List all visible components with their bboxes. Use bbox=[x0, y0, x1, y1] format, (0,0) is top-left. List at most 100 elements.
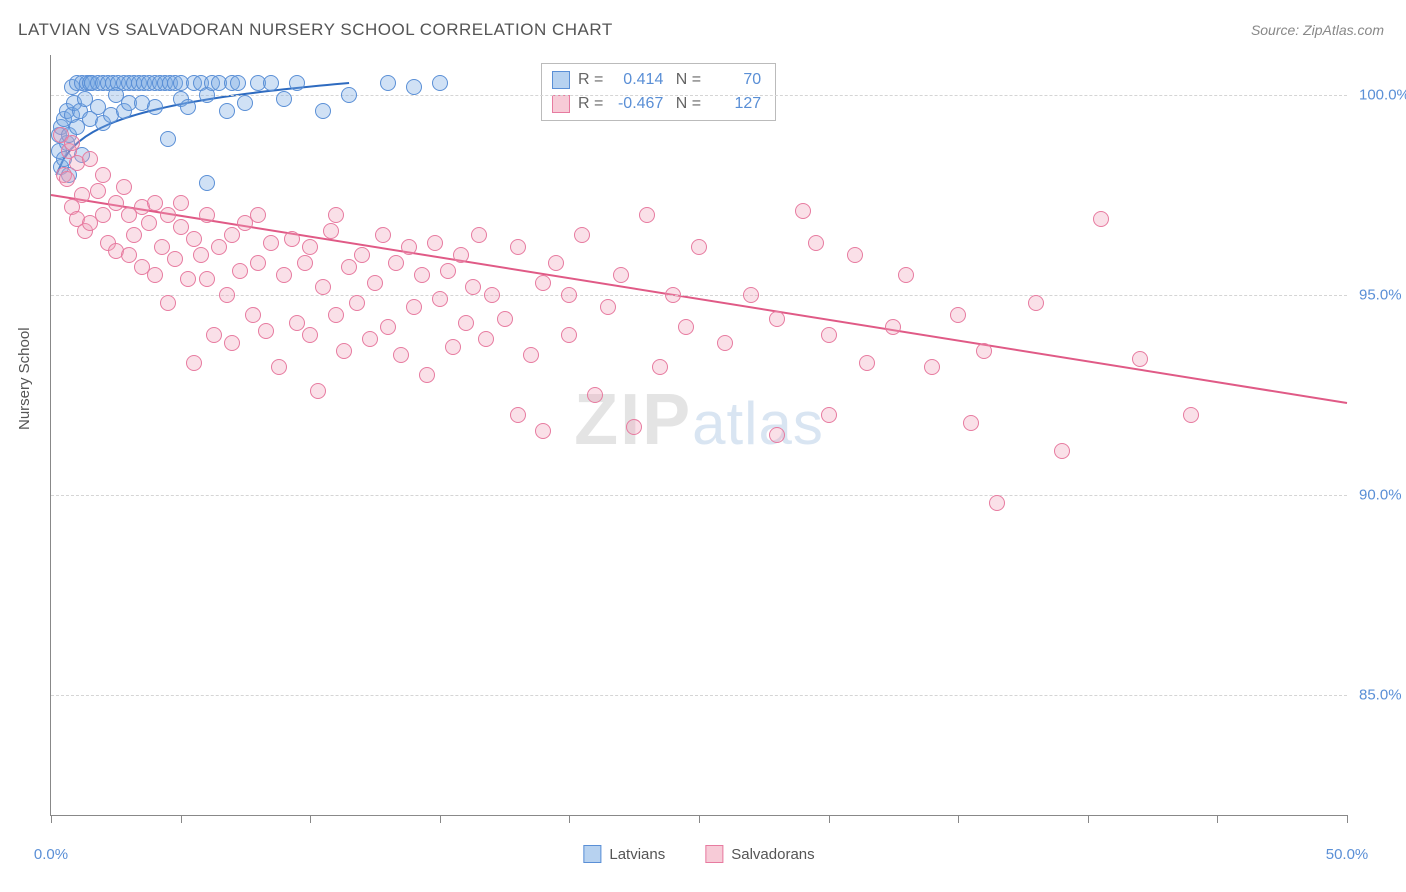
data-point bbox=[154, 239, 170, 255]
gridline bbox=[51, 695, 1347, 696]
x-tick bbox=[310, 815, 311, 823]
data-point bbox=[186, 231, 202, 247]
x-tick-label: 0.0% bbox=[34, 846, 68, 863]
data-point bbox=[859, 355, 875, 371]
data-point bbox=[587, 387, 603, 403]
data-point bbox=[186, 355, 202, 371]
data-point bbox=[147, 267, 163, 283]
data-point bbox=[497, 311, 513, 327]
data-point bbox=[561, 327, 577, 343]
data-point bbox=[90, 183, 106, 199]
data-point bbox=[976, 343, 992, 359]
data-point bbox=[336, 343, 352, 359]
y-tick-label: 85.0% bbox=[1359, 687, 1406, 704]
data-point bbox=[263, 235, 279, 251]
data-point bbox=[95, 207, 111, 223]
bottom-legend: Latvians Salvadorans bbox=[583, 845, 814, 863]
data-point bbox=[626, 419, 642, 435]
data-point bbox=[600, 299, 616, 315]
data-point bbox=[432, 291, 448, 307]
plot-area: ZIPatlas R = 0.414 N = 70 R = -0.467 N =… bbox=[50, 55, 1347, 816]
gridline bbox=[51, 295, 1347, 296]
data-point bbox=[821, 327, 837, 343]
data-point bbox=[341, 87, 357, 103]
data-point bbox=[406, 79, 422, 95]
data-point bbox=[989, 495, 1005, 511]
data-point bbox=[289, 75, 305, 91]
data-point bbox=[885, 319, 901, 335]
data-point bbox=[74, 187, 90, 203]
data-point bbox=[349, 295, 365, 311]
data-point bbox=[388, 255, 404, 271]
data-point bbox=[95, 167, 111, 183]
x-tick-label: 50.0% bbox=[1326, 846, 1369, 863]
data-point bbox=[263, 75, 279, 91]
legend-label: Salvadorans bbox=[731, 846, 814, 863]
data-point bbox=[250, 255, 266, 271]
data-point bbox=[173, 195, 189, 211]
data-point bbox=[173, 219, 189, 235]
data-point bbox=[717, 335, 733, 351]
data-point bbox=[160, 295, 176, 311]
data-point bbox=[440, 263, 456, 279]
data-point bbox=[523, 347, 539, 363]
gridline bbox=[51, 495, 1347, 496]
data-point bbox=[445, 339, 461, 355]
data-point bbox=[59, 171, 75, 187]
data-point bbox=[276, 267, 292, 283]
data-point bbox=[510, 239, 526, 255]
data-point bbox=[315, 279, 331, 295]
data-point bbox=[116, 179, 132, 195]
data-point bbox=[847, 247, 863, 263]
data-point bbox=[245, 307, 261, 323]
data-point bbox=[289, 315, 305, 331]
data-point bbox=[535, 423, 551, 439]
data-point bbox=[224, 227, 240, 243]
x-tick bbox=[829, 815, 830, 823]
data-point bbox=[652, 359, 668, 375]
data-point bbox=[167, 251, 183, 267]
data-point bbox=[141, 215, 157, 231]
data-point bbox=[258, 323, 274, 339]
data-point bbox=[639, 207, 655, 223]
data-point bbox=[393, 347, 409, 363]
data-point bbox=[432, 75, 448, 91]
y-tick-label: 95.0% bbox=[1359, 287, 1406, 304]
data-point bbox=[821, 407, 837, 423]
data-point bbox=[484, 287, 500, 303]
data-point bbox=[380, 319, 396, 335]
x-tick bbox=[51, 815, 52, 823]
data-point bbox=[613, 267, 629, 283]
x-tick bbox=[958, 815, 959, 823]
x-tick bbox=[699, 815, 700, 823]
data-point bbox=[230, 75, 246, 91]
data-point bbox=[414, 267, 430, 283]
data-point bbox=[561, 287, 577, 303]
data-point bbox=[302, 327, 318, 343]
data-point bbox=[82, 151, 98, 167]
data-point bbox=[323, 223, 339, 239]
data-point bbox=[310, 383, 326, 399]
x-tick bbox=[1217, 815, 1218, 823]
data-point bbox=[362, 331, 378, 347]
data-point bbox=[367, 275, 383, 291]
data-point bbox=[665, 287, 681, 303]
data-point bbox=[211, 239, 227, 255]
chart-title: LATVIAN VS SALVADORAN NURSERY SCHOOL COR… bbox=[18, 20, 613, 40]
data-point bbox=[354, 247, 370, 263]
data-point bbox=[160, 131, 176, 147]
data-point bbox=[1183, 407, 1199, 423]
data-point bbox=[224, 335, 240, 351]
data-point bbox=[401, 239, 417, 255]
data-point bbox=[465, 279, 481, 295]
data-point bbox=[180, 271, 196, 287]
data-point bbox=[147, 195, 163, 211]
data-point bbox=[678, 319, 694, 335]
data-point bbox=[271, 359, 287, 375]
data-point bbox=[406, 299, 422, 315]
y-tick-label: 100.0% bbox=[1359, 87, 1406, 104]
data-point bbox=[1028, 295, 1044, 311]
data-point bbox=[924, 359, 940, 375]
data-point bbox=[284, 231, 300, 247]
x-tick bbox=[569, 815, 570, 823]
